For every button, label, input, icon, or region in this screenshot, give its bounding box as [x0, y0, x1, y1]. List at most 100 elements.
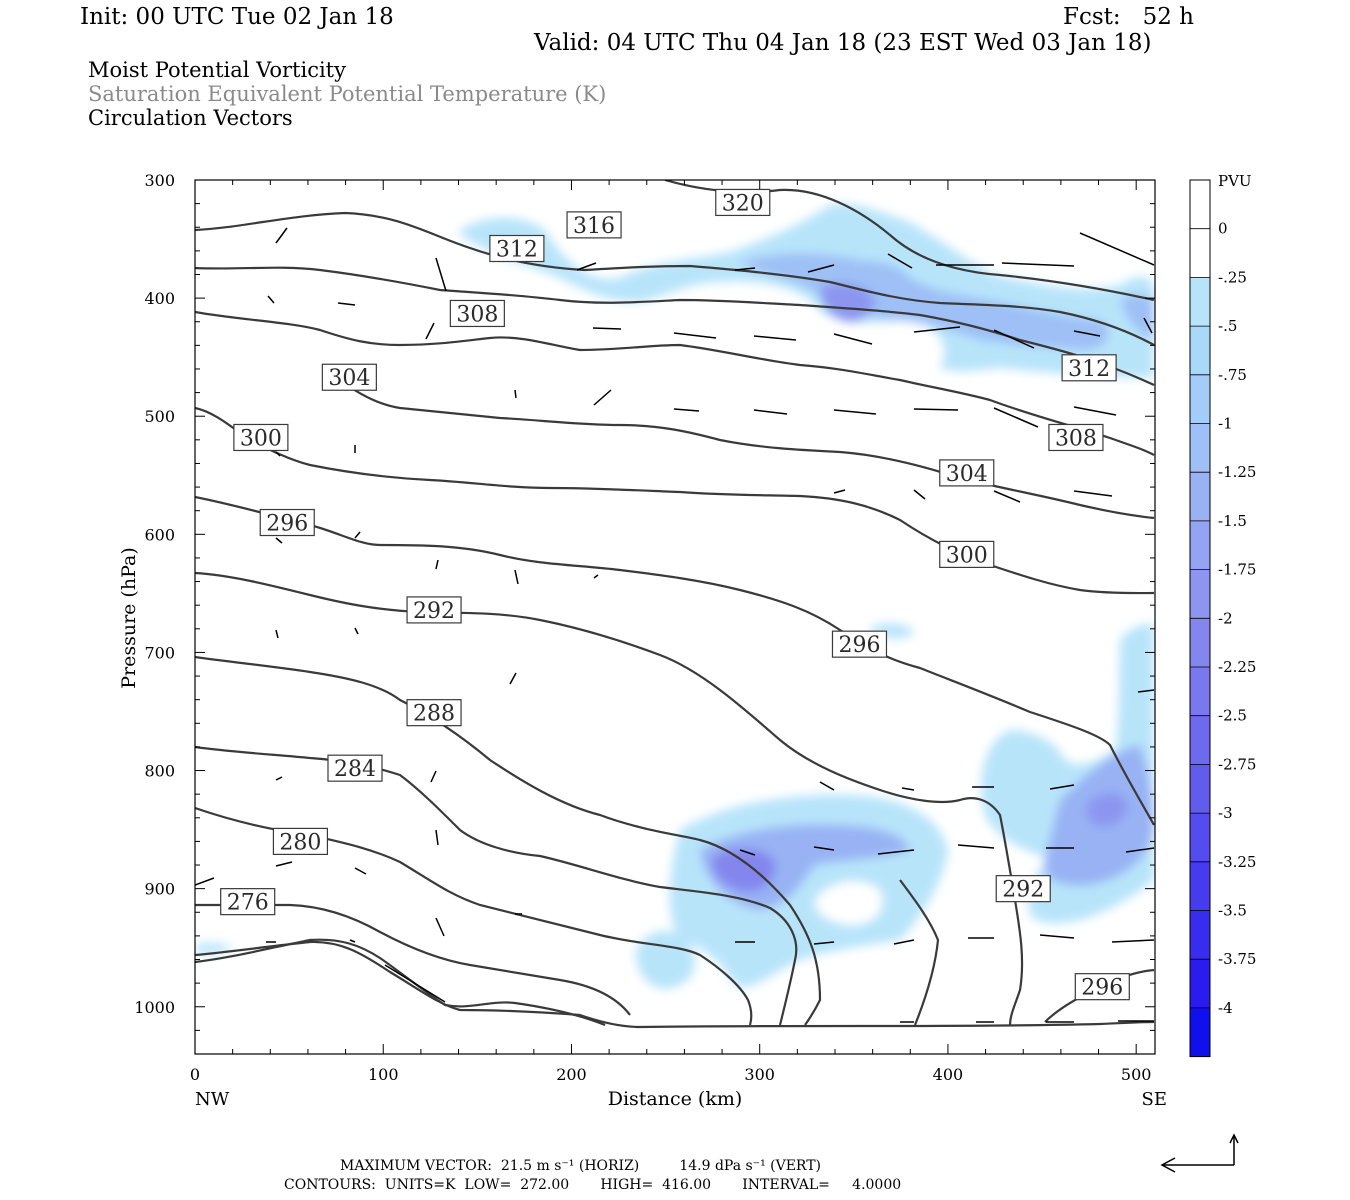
- colorbar-label: -2.5: [1218, 707, 1247, 725]
- pv-region-lower: [669, 794, 948, 988]
- contour-label: 292: [995, 875, 1051, 903]
- init-time: Init: 00 UTC Tue 02 Jan 18: [80, 4, 394, 30]
- vector: [349, 939, 356, 943]
- vector: [1111, 939, 1155, 943]
- y-tick-label: 400: [144, 289, 175, 308]
- contour-304: [339, 379, 1155, 520]
- pv-region-lower-hole: [815, 881, 883, 925]
- y-tick-label: 800: [144, 762, 175, 781]
- vector: [1143, 317, 1153, 334]
- colorbar-label: -1.25: [1218, 463, 1256, 481]
- colorbar-label: -3.25: [1218, 853, 1256, 871]
- colorbar-swatch: [1190, 277, 1210, 327]
- vector: [993, 407, 1039, 428]
- contour-label: 296: [1074, 973, 1130, 1001]
- vector: [753, 335, 797, 341]
- colorbar-label: -2.25: [1218, 658, 1256, 676]
- vector: [893, 939, 915, 945]
- colorbar-label: 0: [1218, 220, 1228, 238]
- vector: [734, 267, 756, 271]
- x-right-end-label: SE: [1142, 1089, 1167, 1110]
- colorbar-swatch: [1190, 910, 1210, 960]
- vector: [957, 844, 995, 849]
- axis-labels: 0 100 200 300 400 500 300 400 500 600 700 800 900 100…: [118, 171, 1167, 1110]
- svg-text:300: 300: [946, 543, 988, 568]
- vector: [275, 451, 281, 457]
- vector: [913, 489, 926, 500]
- vector: [509, 672, 517, 685]
- colorbar-label: -1.5: [1218, 512, 1247, 530]
- contour-label: 296: [259, 508, 315, 537]
- contour-label: 284: [327, 754, 383, 782]
- svg-text:312: 312: [496, 238, 538, 263]
- vector: [593, 574, 599, 579]
- y-tick-label: 500: [144, 407, 175, 426]
- vector: [901, 787, 915, 791]
- contour-east-inner: [899, 879, 940, 1026]
- svg-text:292: 292: [413, 599, 455, 624]
- colorbar-swatch: [1190, 472, 1210, 521]
- vector: [514, 389, 517, 399]
- vector: [354, 531, 361, 539]
- vector: [753, 409, 788, 415]
- vector: [267, 295, 275, 304]
- vector: [435, 829, 439, 846]
- svg-text:300: 300: [240, 426, 282, 451]
- contour-276: [195, 903, 631, 1016]
- colorbar-swatch: [1190, 423, 1210, 473]
- contour-label: 280: [272, 827, 329, 855]
- contour-label: 296: [831, 630, 888, 658]
- vector: [673, 332, 717, 339]
- vector: [592, 327, 622, 330]
- vector: [1073, 330, 1101, 337]
- svg-text:304: 304: [946, 462, 988, 487]
- contour-292: [195, 571, 1024, 1026]
- colorbar-swatch: [1190, 715, 1210, 765]
- vector: [833, 409, 877, 415]
- pv-region-lower-core: [711, 848, 776, 892]
- vector: [275, 776, 283, 781]
- vector: [807, 264, 835, 273]
- x-tick-label: 0: [190, 1065, 200, 1084]
- colorbar-swatch: [1190, 180, 1210, 229]
- svg-text:296: 296: [838, 633, 880, 658]
- colorbar-label: -.5: [1218, 317, 1237, 335]
- vector: [337, 302, 356, 306]
- x-left-end-label: NW: [195, 1089, 230, 1110]
- vector: [887, 253, 913, 269]
- circulation-vectors: [195, 227, 1155, 1023]
- vector: [275, 227, 288, 244]
- contour-300: [195, 406, 1155, 595]
- colorbar-label: -1.75: [1218, 561, 1256, 579]
- vector: [993, 329, 1035, 349]
- vector: [1049, 784, 1075, 790]
- colorbar-swatch: [1190, 861, 1210, 911]
- svg-text:304: 304: [328, 366, 370, 391]
- y-axis-title: Pressure (hPa): [118, 547, 140, 689]
- x-axis-title: Distance (km): [608, 1088, 743, 1110]
- x-tick-label: 200: [556, 1065, 587, 1084]
- vector: [275, 537, 283, 544]
- colorbar-swatch: [1190, 569, 1210, 619]
- contour-label: 300: [233, 423, 289, 451]
- reference-vector-icon: [1160, 1133, 1239, 1173]
- contour-label: 308: [1048, 423, 1104, 451]
- vector: [195, 877, 215, 886]
- contour-label: 312: [489, 234, 545, 263]
- contour-316: [195, 211, 1155, 346]
- x-tick-label: 300: [744, 1065, 775, 1084]
- contour-312: [195, 266, 1155, 386]
- vector: [1079, 232, 1155, 266]
- colorbar-label: -4: [1218, 999, 1233, 1017]
- vector: [384, 964, 446, 1003]
- svg-text:312: 312: [1068, 357, 1110, 382]
- vector: [514, 569, 519, 585]
- colorbar-swatch: [1190, 1007, 1210, 1057]
- contour-labels: 320 316 312 312 308 308 304 304 300 300 296 296 296 2…: [220, 188, 1130, 1001]
- vector: [819, 781, 835, 791]
- svg-text:308: 308: [456, 302, 498, 327]
- vector: [913, 326, 961, 333]
- pv-region-sw: [635, 931, 695, 989]
- x-tick-label: 400: [933, 1065, 964, 1084]
